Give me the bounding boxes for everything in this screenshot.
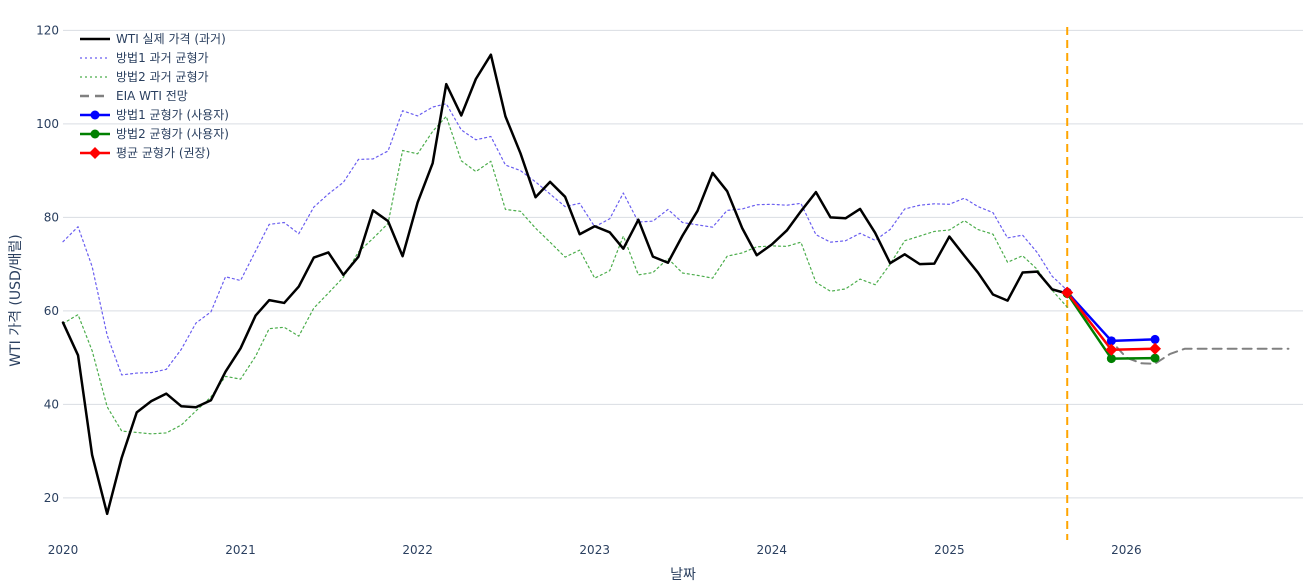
series-평균-균형가-권장-point xyxy=(1061,286,1074,299)
legend-marker xyxy=(90,110,100,120)
legend-item[interactable]: 방법2 과거 균형가 xyxy=(80,70,209,84)
x-tick-label: 2024 xyxy=(757,543,788,557)
axis-layer: 20 40 60 80 100 120 2020 2021 2022 2023 2024 2025 20… xyxy=(8,23,1142,583)
y-tick-label: 60 xyxy=(44,304,59,318)
series-방법2-균형가-사용자-point xyxy=(1106,354,1116,364)
y-tick-label: 40 xyxy=(44,397,59,411)
x-tick-label: 2023 xyxy=(579,543,610,557)
x-tick-label: 2025 xyxy=(934,543,965,557)
series-방법2-균형가-사용자-point xyxy=(1150,353,1160,363)
x-axis-title: 날짜 xyxy=(670,567,696,583)
legend-item[interactable]: 평균 균형가 (권장) xyxy=(80,146,210,160)
x-tick-label: 2026 xyxy=(1111,543,1142,557)
series-평균-균형가-권장-point xyxy=(1105,343,1118,356)
legend-item[interactable]: WTI 실제 가격 (과거) xyxy=(80,32,226,46)
legend-item[interactable]: 방법1 균형가 (사용자) xyxy=(80,108,229,122)
series-평균-균형가-권장-point xyxy=(1149,342,1162,355)
y-axis-title: WTI 가격 (USD/배럴) xyxy=(8,234,24,367)
series-방법1-균형가-사용자-point xyxy=(1106,336,1116,346)
y-tick-label: 20 xyxy=(44,491,59,505)
legend-label: 방법1 과거 균형가 xyxy=(116,51,209,65)
legend-item[interactable]: EIA WTI 전망 xyxy=(80,89,188,103)
series-eia-wti-전망-line xyxy=(1066,290,1290,365)
legend-label: 방법2 과거 균형가 xyxy=(116,70,209,84)
legend-label: 평균 균형가 (권장) xyxy=(116,146,210,160)
series-방법1-균형가-사용자-point xyxy=(1150,334,1160,344)
series-wti-실제-가격-과거-line xyxy=(61,53,1069,516)
legend-label: WTI 실제 가격 (과거) xyxy=(116,32,226,46)
legend-label: 방법1 균형가 (사용자) xyxy=(116,108,229,122)
x-tick-label: 2020 xyxy=(48,543,79,557)
series-방법1-과거-균형가-line xyxy=(62,103,1068,376)
y-tick-label: 80 xyxy=(44,210,59,224)
x-tick-label: 2021 xyxy=(225,543,256,557)
series-방법2-과거-균형가-line xyxy=(62,115,1068,435)
y-tick-label: 100 xyxy=(36,117,59,131)
x-tick-label: 2022 xyxy=(402,543,433,557)
marker-layer xyxy=(1061,286,1162,364)
legend-item[interactable]: 방법1 과거 균형가 xyxy=(80,51,209,65)
grid-layer xyxy=(63,29,1303,499)
legend-marker xyxy=(89,147,101,159)
legend-item[interactable]: 방법2 균형가 (사용자) xyxy=(80,127,229,141)
legend-label: EIA WTI 전망 xyxy=(116,89,188,103)
y-tick-label: 120 xyxy=(36,23,59,37)
legend-marker xyxy=(90,129,100,139)
legend-label: 방법2 균형가 (사용자) xyxy=(116,127,229,141)
